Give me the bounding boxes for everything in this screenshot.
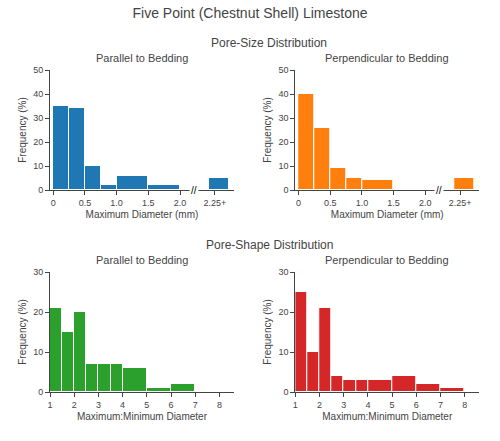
svg-text:3: 3 — [96, 400, 101, 410]
svg-text:Frequency (%): Frequency (%) — [262, 299, 273, 365]
svg-text:4: 4 — [365, 400, 370, 410]
svg-text:Parallel to Bedding: Parallel to Bedding — [96, 254, 188, 266]
svg-text:0.5: 0.5 — [79, 198, 92, 208]
svg-text:40: 40 — [33, 89, 43, 99]
svg-text:0: 0 — [38, 387, 43, 397]
svg-text:Maximum Diameter (mm): Maximum Diameter (mm) — [86, 209, 199, 220]
svg-text:30: 30 — [33, 267, 43, 277]
svg-text:5: 5 — [144, 400, 149, 410]
svg-text:Five Point (Chestnut Shell) Li: Five Point (Chestnut Shell) Limestone — [133, 5, 368, 21]
svg-text:Maximum:Minimum Diameter: Maximum:Minimum Diameter — [322, 411, 453, 422]
svg-text:8: 8 — [462, 400, 467, 410]
svg-text://: // — [191, 185, 197, 196]
svg-text:1.5: 1.5 — [387, 198, 400, 208]
svg-text:Maximum Diameter (mm): Maximum Diameter (mm) — [331, 209, 444, 220]
svg-text:0.5: 0.5 — [324, 198, 337, 208]
svg-text:10: 10 — [278, 347, 288, 357]
svg-text:7: 7 — [438, 400, 443, 410]
svg-text:1.5: 1.5 — [142, 198, 155, 208]
svg-text:30: 30 — [33, 113, 43, 123]
svg-text:30: 30 — [278, 113, 288, 123]
svg-text:2.25+: 2.25+ — [449, 198, 472, 208]
svg-text:1: 1 — [293, 400, 298, 410]
svg-text:5: 5 — [390, 400, 395, 410]
svg-text:2: 2 — [317, 400, 322, 410]
svg-text:2.0: 2.0 — [174, 198, 187, 208]
svg-text:40: 40 — [278, 89, 288, 99]
svg-text:Frequency (%): Frequency (%) — [17, 97, 28, 163]
svg-text:6: 6 — [414, 400, 419, 410]
svg-text:20: 20 — [33, 307, 43, 317]
svg-text:8: 8 — [217, 400, 222, 410]
svg-text:20: 20 — [278, 307, 288, 317]
svg-text:Frequency (%): Frequency (%) — [17, 299, 28, 365]
svg-text:4: 4 — [120, 400, 125, 410]
svg-text:10: 10 — [278, 161, 288, 171]
svg-text:10: 10 — [33, 161, 43, 171]
svg-text:Perpendicular to Bedding: Perpendicular to Bedding — [325, 254, 449, 266]
svg-text:0: 0 — [283, 387, 288, 397]
svg-text:2: 2 — [72, 400, 77, 410]
svg-text:Parallel to Bedding: Parallel to Bedding — [96, 52, 188, 64]
svg-text:Pore-Shape Distribution: Pore-Shape Distribution — [206, 238, 333, 252]
svg-text:1: 1 — [47, 400, 52, 410]
svg-text:0: 0 — [38, 185, 43, 195]
svg-text:Pore-Size Distribution: Pore-Size Distribution — [211, 36, 327, 50]
svg-text:Frequency (%): Frequency (%) — [262, 97, 273, 163]
svg-text:0: 0 — [296, 198, 301, 208]
svg-text:50: 50 — [278, 65, 288, 75]
svg-text:2.0: 2.0 — [419, 198, 432, 208]
svg-text:20: 20 — [33, 137, 43, 147]
svg-text:1.0: 1.0 — [110, 198, 123, 208]
svg-text:6: 6 — [169, 400, 174, 410]
svg-text:50: 50 — [33, 65, 43, 75]
svg-text:30: 30 — [278, 267, 288, 277]
svg-text:1.0: 1.0 — [356, 198, 369, 208]
svg-text:2.25+: 2.25+ — [204, 198, 227, 208]
svg-text:0: 0 — [51, 198, 56, 208]
svg-text:0: 0 — [283, 185, 288, 195]
svg-text:3: 3 — [341, 400, 346, 410]
svg-text://: // — [436, 185, 442, 196]
svg-text:Maximum:Minimum Diameter: Maximum:Minimum Diameter — [77, 411, 208, 422]
svg-text:Perpendicular to Bedding: Perpendicular to Bedding — [325, 52, 449, 64]
svg-text:20: 20 — [278, 137, 288, 147]
svg-text:7: 7 — [193, 400, 198, 410]
svg-text:10: 10 — [33, 347, 43, 357]
